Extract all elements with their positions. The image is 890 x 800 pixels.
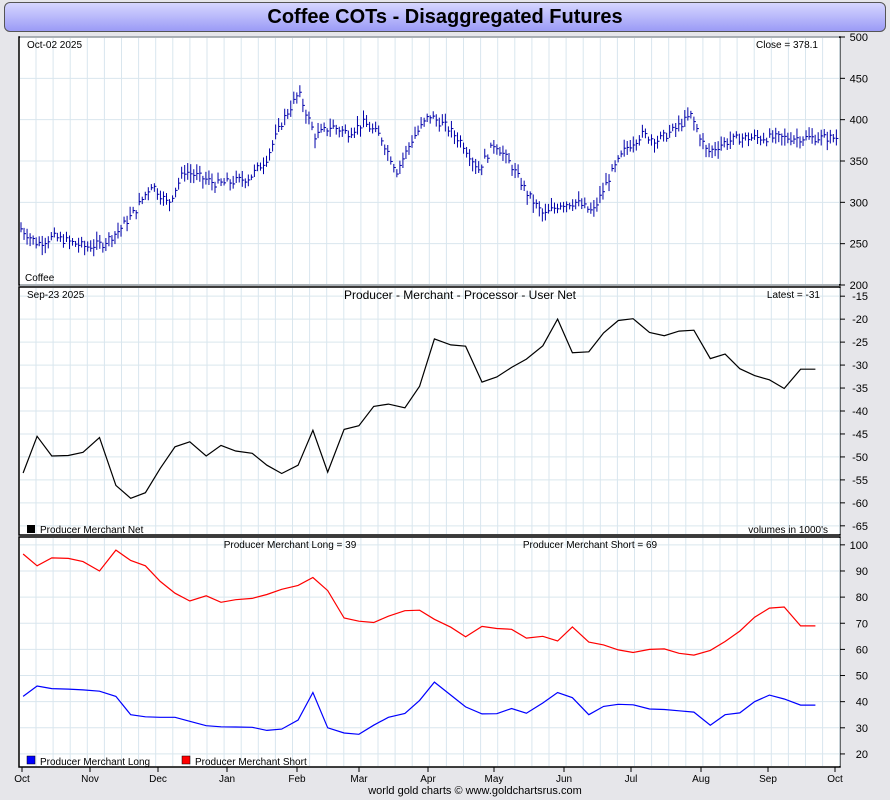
x-tick-label: Aug [692, 774, 710, 785]
x-tick-label: Feb [288, 774, 306, 785]
x-tick-label: Mar [350, 774, 368, 785]
long-legend-label: Producer Merchant Long [40, 757, 150, 768]
y-tick-label: 50 [856, 671, 868, 683]
y-tick-label: 300 [850, 197, 868, 209]
net-legend-swatch [27, 525, 35, 533]
x-tick-label: Jan [219, 774, 235, 785]
price-series-label: Coffee [25, 273, 55, 284]
y-tick-label: 350 [850, 156, 868, 168]
short-value-label: Producer Merchant Short = 69 [523, 540, 658, 551]
y-tick-label: -20 [852, 314, 868, 326]
y-tick-label: 70 [856, 618, 868, 630]
net-legend-label: Producer Merchant Net [40, 525, 144, 536]
long-legend-swatch [26, 755, 36, 765]
x-tick-label: Apr [420, 774, 436, 785]
y-tick-label: 400 [850, 115, 868, 127]
y-tick-label: 250 [850, 239, 868, 251]
y-tick-label: -45 [852, 429, 868, 441]
y-tick-label: -40 [852, 406, 868, 418]
net-panel-title: Producer - Merchant - Processor - User N… [344, 288, 577, 302]
net-date-label: Sep-23 2025 [27, 290, 85, 301]
price-close-label: Close = 378.1 [756, 40, 818, 51]
y-tick-label: -65 [852, 521, 868, 533]
y-tick-label: -30 [852, 360, 868, 372]
long-series-line [22, 681, 816, 735]
y-tick-label: 450 [850, 73, 868, 85]
x-tick-label: Nov [81, 774, 99, 785]
y-tick-label: -15 [852, 291, 868, 303]
net-series-line [22, 317, 816, 499]
chart-title: Coffee COTs - Disaggregated Futures [4, 2, 886, 32]
y-tick-label: 90 [856, 566, 868, 578]
x-tick-label: Oct [14, 774, 30, 785]
y-tick-label: 60 [856, 644, 868, 656]
x-tick-label: Dec [149, 774, 167, 785]
short-series-line [22, 549, 816, 656]
units-label: volumes in 1000's [748, 525, 828, 536]
y-tick-label: 500 [850, 32, 868, 44]
y-tick-label: 100 [850, 540, 868, 552]
x-tick-label: May [485, 774, 504, 785]
y-tick-label: -35 [852, 383, 868, 395]
x-tick-label: Oct [827, 774, 843, 785]
y-tick-label: -55 [852, 475, 868, 487]
y-tick-label: -60 [852, 498, 868, 510]
x-tick-label: Jul [625, 774, 638, 785]
y-tick-label: 40 [856, 697, 868, 709]
footer-credit: world gold charts © www.goldchartsrus.co… [368, 785, 582, 797]
y-tick-label: 200 [850, 280, 868, 292]
y-tick-label: -50 [852, 452, 868, 464]
net-latest-label: Latest = -31 [767, 290, 821, 301]
short-legend-swatch [181, 755, 191, 765]
short-legend-label: Producer Merchant Short [195, 757, 307, 768]
price-date-label: Oct-02 2025 [27, 40, 82, 51]
y-tick-label: 80 [856, 592, 868, 604]
y-tick-label: -25 [852, 337, 868, 349]
x-tick-label: Sep [759, 774, 777, 785]
y-tick-label: 20 [856, 749, 868, 761]
y-tick-label: 30 [856, 723, 868, 735]
x-tick-label: Jun [556, 774, 572, 785]
long-value-label: Producer Merchant Long = 39 [224, 540, 357, 551]
